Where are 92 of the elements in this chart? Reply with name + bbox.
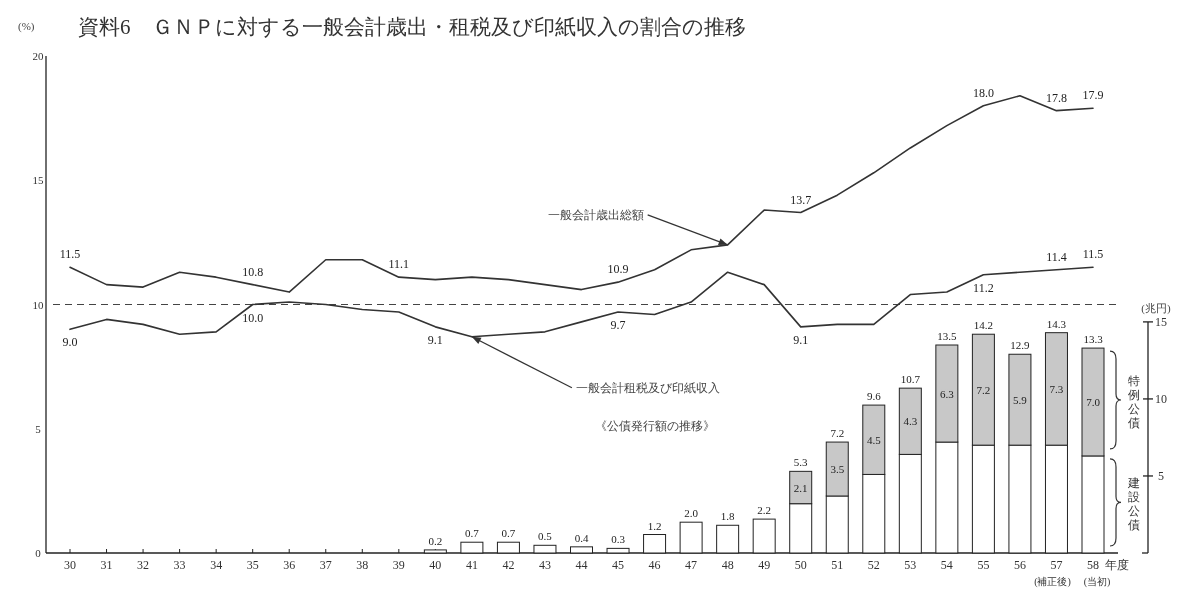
annotation: 《公債発行額の推移》	[594, 418, 715, 433]
data-label: 10.0	[242, 310, 264, 325]
x-tick-label: 46	[648, 558, 661, 572]
x-tick-label: 50	[794, 558, 807, 572]
data-label: 7.3	[1049, 382, 1064, 395]
y-axis-title: (%)	[18, 20, 35, 33]
total-label: 1.2	[647, 519, 662, 532]
y2-tick-label: 5	[1158, 468, 1164, 483]
total-label: 0.2	[428, 534, 443, 547]
total-label: 14.3	[1046, 317, 1067, 330]
x-tick-label: 56	[1013, 558, 1026, 572]
total-label: 0.7	[465, 527, 480, 540]
x-tick-label: 57	[1050, 558, 1063, 572]
x-tick-label: 31	[100, 558, 113, 572]
data-label: 11.5	[59, 247, 81, 262]
x-tick-label: 39	[392, 558, 405, 572]
data-label: 18.0	[972, 85, 994, 100]
data-label: 9.7	[610, 317, 626, 332]
total-label: 14.2	[973, 319, 994, 332]
series-label: 建設公債	[1127, 476, 1140, 533]
total-label: 13.3	[1083, 333, 1104, 346]
y-tick-label: 10	[32, 298, 44, 311]
x-tick-label: 41	[465, 558, 478, 572]
series-label: 特例公債	[1128, 374, 1140, 431]
data-label: 9.1	[427, 332, 443, 347]
data-label: 4.3	[903, 415, 918, 428]
x-tick-label: 44	[575, 558, 588, 572]
y-tick-label: 20	[32, 50, 44, 62]
x-tick-label: 38	[356, 558, 369, 572]
total-label: 0.5	[538, 530, 553, 543]
x-tick-label: 33	[173, 558, 186, 572]
data-label: 11.2	[973, 280, 994, 295]
data-label: 7.0	[1086, 396, 1101, 409]
data-label: 11.5	[1082, 247, 1104, 262]
x-tick-label: 30	[64, 558, 76, 572]
data-label: 6.3	[939, 387, 955, 400]
x-tick-label: 47	[685, 558, 698, 572]
data-label: 11.1	[388, 257, 410, 272]
x-tick-label: 32	[137, 558, 150, 572]
data-label: 10.9	[607, 262, 629, 277]
y-tick-label: 15	[32, 174, 44, 187]
data-label: 9.0	[62, 335, 78, 350]
text: (当初)	[1083, 576, 1111, 588]
data-label: 3.5	[830, 463, 845, 476]
annotation: 一般会計歳出総額	[547, 207, 644, 222]
x-tick-label: 36	[283, 558, 296, 572]
total-label: 13.5	[937, 330, 957, 343]
x-tick-label: 54	[940, 558, 953, 572]
y2-tick-label: 15	[1155, 314, 1167, 329]
y2-tick-label: 10	[1155, 391, 1167, 406]
text: (補正後)	[1034, 576, 1071, 588]
total-label: 0.7	[501, 527, 516, 540]
total-label: 2.0	[684, 507, 699, 520]
data-label: 17.8	[1045, 90, 1067, 105]
total-label: 10.7	[900, 373, 921, 386]
x-tick-label: 40	[429, 558, 442, 572]
data-label: 10.8	[242, 264, 264, 279]
text: 年度	[1105, 558, 1129, 572]
x-tick-label: 52	[867, 558, 880, 572]
y2-axis-title: (兆円)	[1141, 301, 1171, 315]
data-label: 9.1	[793, 332, 809, 347]
x-tick-label: 35	[246, 558, 259, 572]
x-tick-label: 51	[831, 558, 844, 572]
data-label: 13.7	[790, 192, 812, 207]
x-tick-label: 48	[721, 558, 734, 572]
data-label: 17.9	[1082, 88, 1104, 103]
x-tick-label: 53	[904, 558, 917, 572]
x-tick-label: 58	[1087, 558, 1099, 572]
x-tick-label: 45	[612, 558, 625, 572]
y-tick-label: 0	[35, 547, 42, 559]
data-label: 2.1	[793, 481, 808, 494]
data-label: 11.4	[1046, 249, 1067, 264]
total-label: 0.3	[611, 533, 626, 546]
total-label: 0.4	[574, 531, 589, 544]
total-label: 2.2	[757, 504, 772, 517]
data-label: 5.9	[1013, 393, 1028, 406]
x-tick-label: 42	[502, 558, 515, 572]
data-label: 7.2	[976, 383, 991, 396]
total-label: 1.8	[720, 510, 736, 523]
total-label: 12.9	[1010, 339, 1031, 352]
x-tick-label: 43	[538, 558, 551, 572]
x-tick-label: 49	[758, 558, 771, 572]
chart-title: 資料6 ＧＮＰに対する一般会計歳出・租税及び印紙収入の割合の推移	[78, 15, 746, 39]
total-label: 5.3	[793, 456, 809, 469]
total-label: 7.2	[830, 427, 845, 440]
total-label: 9.6	[866, 390, 882, 403]
y-tick-label: 5	[35, 422, 42, 435]
x-tick-label: 34	[210, 558, 223, 572]
data-label: 4.5	[866, 433, 882, 446]
x-tick-label: 55	[977, 558, 990, 572]
annotation: 一般会計租税及び印紙収入	[575, 380, 720, 395]
x-tick-label: 37	[319, 558, 332, 572]
